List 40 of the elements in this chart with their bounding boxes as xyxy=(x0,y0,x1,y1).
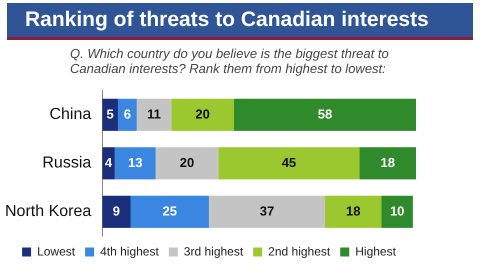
legend-label: 2nd highest xyxy=(268,244,331,258)
data-label: 13 xyxy=(128,154,142,170)
chart-subtitle: Q. Which country do you believe is the biggest threat to Canadian interests? Rank them from highest to lowest: xyxy=(70,46,390,78)
data-label: 58 xyxy=(318,106,332,122)
data-label: 45 xyxy=(282,154,296,170)
y-tick-label: China xyxy=(49,106,92,124)
bar xyxy=(136,98,172,131)
legend-label: 3rd highest xyxy=(184,244,244,258)
bar xyxy=(118,98,137,131)
bar xyxy=(156,147,218,180)
data-label: 10 xyxy=(390,203,404,218)
bar xyxy=(171,98,234,131)
data-label: 6 xyxy=(124,106,131,122)
bar xyxy=(102,196,130,228)
data-label: 11 xyxy=(147,106,161,122)
chart-title: Ranking of threats to Canadian interests xyxy=(7,3,473,40)
data-label: 25 xyxy=(162,203,177,218)
data-label: 4 xyxy=(104,154,113,170)
y-tick-label: Russia xyxy=(42,154,92,172)
bar xyxy=(218,147,360,180)
data-label: 9 xyxy=(112,203,120,218)
legend-label: Lowest xyxy=(37,244,76,258)
data-label: 20 xyxy=(195,106,210,122)
bar xyxy=(208,196,326,228)
bar xyxy=(381,196,413,228)
legend-label: 4th highest xyxy=(100,244,160,258)
legend-label: Highest xyxy=(355,244,397,258)
data-label: 18 xyxy=(346,203,360,218)
data-label: 20 xyxy=(180,154,194,170)
bar xyxy=(102,147,115,180)
bar xyxy=(114,147,156,180)
bar xyxy=(234,98,416,131)
bar xyxy=(130,196,209,228)
data-label: 18 xyxy=(380,154,395,170)
y-tick-label: North Korea xyxy=(5,203,92,220)
bar xyxy=(360,147,416,180)
data-label: 37 xyxy=(260,203,274,218)
bar xyxy=(325,196,382,228)
bar xyxy=(102,98,118,131)
data-label: 5 xyxy=(106,106,114,122)
